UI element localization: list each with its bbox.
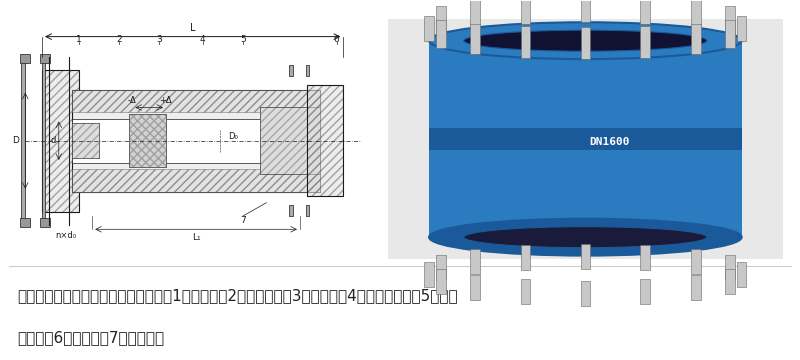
Text: L₁: L₁ <box>192 233 200 242</box>
Bar <box>470 249 480 274</box>
Bar <box>429 41 742 237</box>
Bar <box>691 249 701 274</box>
Bar <box>306 205 310 216</box>
Text: 5: 5 <box>240 35 246 44</box>
Bar <box>691 24 701 54</box>
Bar <box>436 20 446 48</box>
Bar <box>72 90 320 112</box>
Bar <box>42 70 79 212</box>
Bar <box>429 128 742 150</box>
Bar <box>72 123 99 158</box>
Ellipse shape <box>464 30 707 51</box>
Bar <box>42 61 45 220</box>
Bar <box>260 108 320 174</box>
Bar <box>521 0 530 24</box>
Bar <box>20 218 30 227</box>
Bar <box>521 279 530 304</box>
Ellipse shape <box>429 22 742 59</box>
Bar <box>725 6 734 33</box>
Bar <box>725 269 734 294</box>
Bar <box>640 245 650 270</box>
Bar <box>22 61 25 220</box>
Ellipse shape <box>464 227 707 248</box>
Bar <box>290 66 293 76</box>
Bar <box>129 114 166 167</box>
Bar <box>306 85 343 196</box>
Bar <box>581 280 590 306</box>
Bar <box>725 255 734 280</box>
Bar <box>725 20 734 48</box>
Bar <box>306 85 343 196</box>
Text: 螺杆）；6（螺母）；7（螺柱）。: 螺杆）；6（螺母）；7（螺柱）。 <box>18 330 165 345</box>
Bar <box>521 245 530 270</box>
Bar <box>72 123 99 158</box>
Text: 7: 7 <box>240 216 246 225</box>
Bar <box>640 26 650 58</box>
Bar <box>470 0 480 28</box>
Bar <box>737 16 746 41</box>
Bar <box>470 24 480 54</box>
Text: 6: 6 <box>334 35 339 44</box>
Ellipse shape <box>429 219 742 256</box>
Text: 2: 2 <box>116 35 122 44</box>
Text: n×d₀: n×d₀ <box>55 231 76 240</box>
Text: -Δ: -Δ <box>128 96 137 105</box>
Bar <box>691 275 701 300</box>
Bar <box>306 66 310 76</box>
Bar <box>581 0 590 22</box>
Bar <box>640 0 650 24</box>
Text: 3: 3 <box>156 35 162 44</box>
Text: 1: 1 <box>76 35 82 44</box>
Text: d: d <box>50 136 55 145</box>
Bar <box>260 108 320 174</box>
Bar <box>40 54 50 63</box>
Bar <box>737 262 746 287</box>
Text: 从双法兰传力接头的图纸中可以看出：1（本体）；2（密封圈）；3（压盖）；4（短管法兰）；5（传力: 从双法兰传力接头的图纸中可以看出：1（本体）；2（密封圈）；3（压盖）；4（短管… <box>18 289 458 303</box>
Bar <box>640 279 650 304</box>
Bar <box>436 6 446 33</box>
Bar <box>436 269 446 294</box>
Bar <box>72 118 320 163</box>
Text: DN1600: DN1600 <box>589 138 630 148</box>
Text: +Δ: +Δ <box>160 96 172 105</box>
Bar <box>129 114 166 167</box>
Bar <box>424 262 434 287</box>
Bar <box>290 205 293 216</box>
Bar <box>581 244 590 269</box>
Bar <box>72 169 320 192</box>
Text: L: L <box>190 23 195 33</box>
Bar <box>20 54 30 63</box>
Bar <box>691 0 701 28</box>
Bar <box>436 255 446 280</box>
Bar <box>581 27 590 59</box>
Bar <box>72 90 320 192</box>
Text: D: D <box>12 136 18 145</box>
Bar <box>521 26 530 58</box>
Text: D₀: D₀ <box>228 132 238 141</box>
Bar <box>42 70 79 212</box>
Bar <box>388 19 782 258</box>
Text: 4: 4 <box>200 35 206 44</box>
Bar <box>40 218 50 227</box>
Bar <box>470 275 480 300</box>
Bar <box>424 16 434 41</box>
